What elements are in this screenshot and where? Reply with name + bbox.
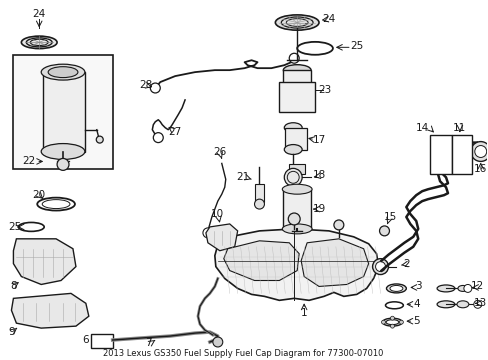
Text: 27: 27 <box>168 127 182 137</box>
Text: 24: 24 <box>322 14 335 23</box>
Ellipse shape <box>436 285 454 292</box>
Ellipse shape <box>382 318 402 326</box>
Circle shape <box>389 316 394 320</box>
Text: 2: 2 <box>402 258 409 269</box>
Text: 12: 12 <box>470 282 484 292</box>
Text: 21: 21 <box>236 172 249 182</box>
Ellipse shape <box>284 123 302 132</box>
Bar <box>254 184 264 202</box>
Ellipse shape <box>41 64 85 80</box>
Text: 20: 20 <box>33 190 46 200</box>
Circle shape <box>57 158 69 170</box>
Bar <box>13 55 112 169</box>
Bar <box>429 135 451 174</box>
Text: 5: 5 <box>412 316 419 326</box>
Text: 8: 8 <box>10 282 17 292</box>
Circle shape <box>372 259 387 275</box>
Polygon shape <box>13 239 76 284</box>
Text: 3: 3 <box>414 282 421 292</box>
Ellipse shape <box>21 36 57 49</box>
Text: 2013 Lexus GS350 Fuel Supply Fuel Cap Diagram for 77300-07010: 2013 Lexus GS350 Fuel Supply Fuel Cap Di… <box>103 350 383 359</box>
Text: 22: 22 <box>22 157 36 166</box>
Text: 28: 28 <box>139 80 152 90</box>
Polygon shape <box>214 229 378 300</box>
Circle shape <box>254 199 264 209</box>
Circle shape <box>381 320 385 324</box>
Text: 10: 10 <box>211 209 224 219</box>
Circle shape <box>379 226 388 236</box>
Ellipse shape <box>436 301 454 308</box>
Text: 1: 1 <box>300 308 307 318</box>
Ellipse shape <box>41 144 85 159</box>
Circle shape <box>463 284 471 292</box>
Text: 13: 13 <box>473 298 487 308</box>
Circle shape <box>399 320 403 324</box>
Circle shape <box>474 145 486 157</box>
Polygon shape <box>224 241 299 280</box>
Circle shape <box>284 168 302 186</box>
Polygon shape <box>11 293 89 328</box>
Polygon shape <box>205 224 237 251</box>
Circle shape <box>203 228 212 238</box>
Text: 9: 9 <box>8 327 15 337</box>
Text: 24: 24 <box>33 9 46 19</box>
Text: 26: 26 <box>213 147 226 157</box>
Circle shape <box>333 220 343 230</box>
Text: 18: 18 <box>312 170 325 180</box>
Text: 19: 19 <box>312 204 325 214</box>
Circle shape <box>150 83 160 93</box>
Ellipse shape <box>389 285 402 291</box>
Text: 23: 23 <box>318 85 331 95</box>
Ellipse shape <box>96 136 103 143</box>
Circle shape <box>470 141 488 161</box>
Circle shape <box>153 132 163 143</box>
Ellipse shape <box>282 184 311 194</box>
Ellipse shape <box>283 65 310 76</box>
Bar <box>451 135 471 174</box>
Bar <box>91 334 112 348</box>
Bar <box>289 165 305 174</box>
Bar <box>279 82 314 112</box>
Text: 25: 25 <box>349 41 363 51</box>
Circle shape <box>289 53 299 63</box>
Text: 16: 16 <box>473 165 487 174</box>
Ellipse shape <box>48 67 78 78</box>
Circle shape <box>212 337 223 347</box>
Polygon shape <box>301 239 368 287</box>
Circle shape <box>473 300 481 308</box>
Bar <box>285 128 306 149</box>
Ellipse shape <box>284 145 302 154</box>
Ellipse shape <box>457 285 467 291</box>
Text: 15: 15 <box>383 212 396 222</box>
Ellipse shape <box>283 96 310 107</box>
Bar <box>283 70 310 102</box>
Bar <box>283 189 310 229</box>
Ellipse shape <box>282 224 311 234</box>
Circle shape <box>287 213 300 225</box>
Text: 17: 17 <box>312 135 325 145</box>
Ellipse shape <box>386 284 406 293</box>
Circle shape <box>389 324 394 328</box>
Text: 6: 6 <box>82 335 89 345</box>
Ellipse shape <box>275 15 318 30</box>
Text: 25: 25 <box>8 222 21 232</box>
Ellipse shape <box>385 320 398 325</box>
Bar <box>43 72 85 152</box>
Text: 11: 11 <box>452 123 466 133</box>
Ellipse shape <box>456 301 468 308</box>
Text: 7: 7 <box>145 338 151 348</box>
Text: 4: 4 <box>412 299 419 309</box>
Circle shape <box>375 262 385 271</box>
Text: 14: 14 <box>415 123 428 133</box>
